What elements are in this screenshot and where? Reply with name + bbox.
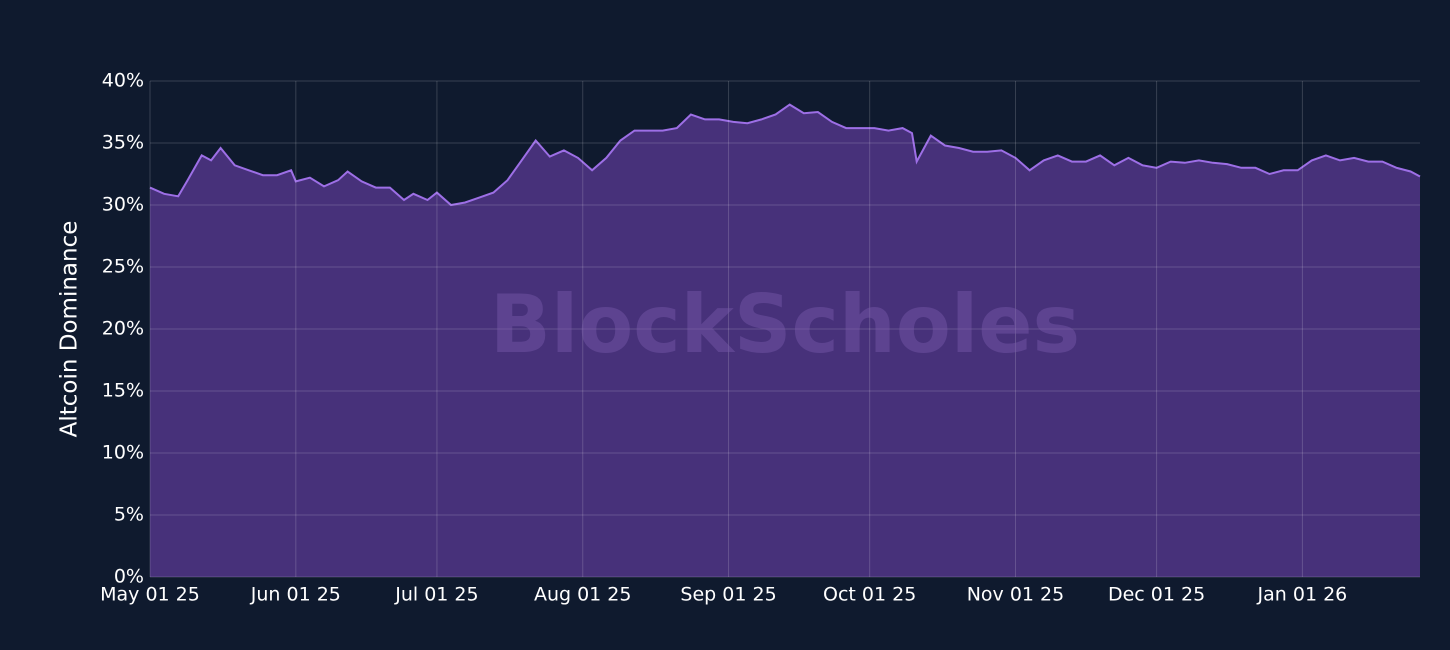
y-tick-label: 5% bbox=[114, 504, 144, 526]
y-axis-title: Altcoin Dominance bbox=[57, 221, 83, 438]
axes: 0% 5% 10% 15% 20% 25% 30% 35% 40% May 01 25 Jun 01… bbox=[100, 70, 1347, 606]
x-tick-label: Sep 01 25 bbox=[680, 584, 776, 606]
x-tick-label: Jun 01 25 bbox=[250, 584, 341, 606]
x-tick-label: Nov 01 25 bbox=[967, 584, 1065, 606]
watermark: BlockScholes bbox=[490, 278, 1080, 371]
y-tick-label: 20% bbox=[102, 318, 144, 340]
y-tick-label: 40% bbox=[102, 70, 144, 92]
x-tick-label: May 01 25 bbox=[100, 584, 200, 606]
x-tick-label: Jul 01 25 bbox=[394, 584, 478, 606]
line bbox=[149, 103, 1421, 207]
y-tick-label: 15% bbox=[102, 380, 144, 402]
grid bbox=[149, 80, 1420, 578]
x-tick-label: Jan 01 26 bbox=[1257, 584, 1348, 606]
y-tick-label: 25% bbox=[102, 256, 144, 278]
area-fill bbox=[150, 104, 1420, 577]
x-tick-label: Aug 01 25 bbox=[534, 584, 632, 606]
y-tick-label: 10% bbox=[102, 442, 144, 464]
x-tick-label: Dec 01 25 bbox=[1108, 584, 1205, 606]
y-tick-label: 30% bbox=[102, 194, 144, 216]
y-tick-label: 0% bbox=[114, 566, 144, 588]
plot bbox=[149, 103, 1421, 577]
y-tick-label: 35% bbox=[102, 132, 144, 154]
x-tick-label: Oct 01 25 bbox=[823, 584, 916, 606]
